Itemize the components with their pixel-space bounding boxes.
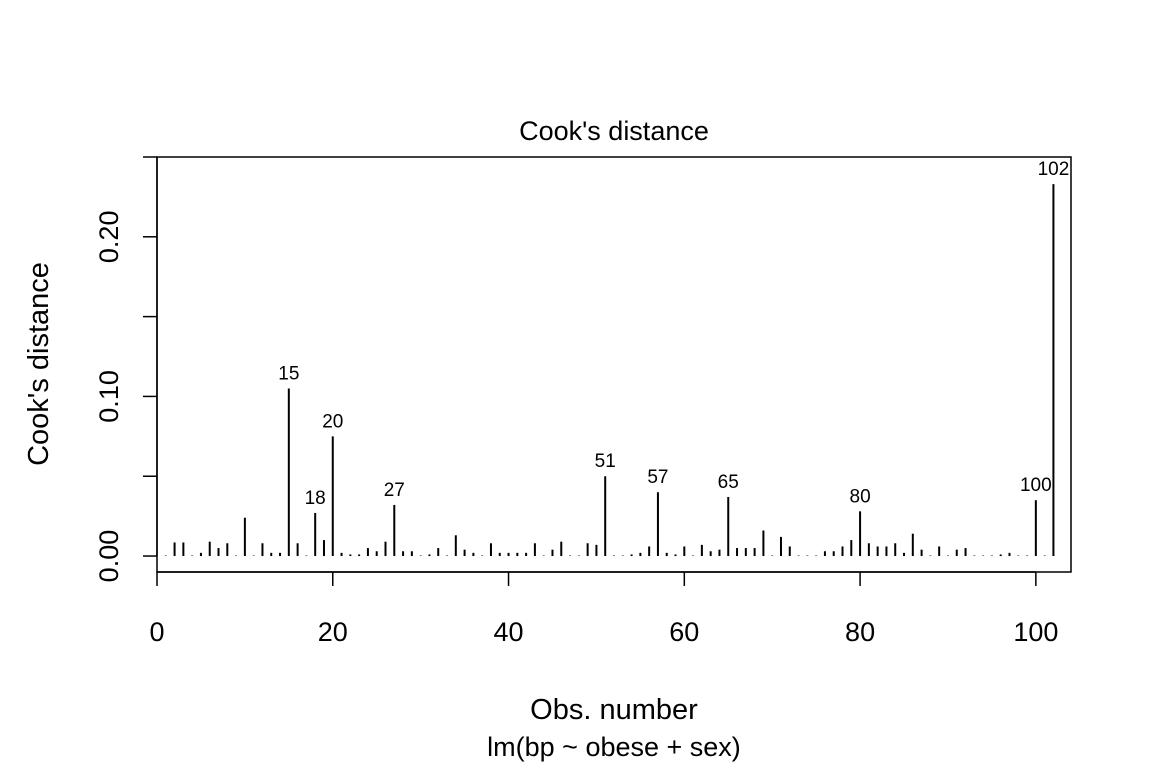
point-label: 18 <box>305 488 326 509</box>
cooks-distance-bars <box>164 184 1055 557</box>
chart-title: Cook's distance <box>519 116 709 146</box>
x-axis-title: Obs. number <box>530 694 698 726</box>
point-label: 20 <box>322 411 343 432</box>
y-axis: 0.00 0.10 0.20 <box>94 156 158 583</box>
point-label: 102 <box>1038 159 1070 180</box>
y-axis-title: Cook's distance <box>23 262 55 466</box>
y-tick-label: 0.00 <box>94 530 124 583</box>
point-label: 27 <box>384 480 405 501</box>
influential-point-labels: 15 18 20 27 51 57 65 80 100 102 <box>278 159 1069 509</box>
x-axis: 0 20 40 60 80 100 <box>149 571 1058 647</box>
point-label: 51 <box>595 451 616 472</box>
y-tick-label: 0.10 <box>94 370 124 423</box>
x-tick-label: 60 <box>669 617 699 647</box>
x-tick-label: 0 <box>149 617 164 647</box>
x-tick-label: 80 <box>845 617 875 647</box>
point-label: 57 <box>647 467 668 488</box>
point-label: 100 <box>1020 475 1052 496</box>
y-tick-label: 0.20 <box>94 211 124 264</box>
point-label: 15 <box>278 363 299 384</box>
chart-subtitle: lm(bp ~ obese + sex) <box>487 732 741 762</box>
point-label: 80 <box>850 486 871 507</box>
x-tick-label: 100 <box>1013 617 1058 647</box>
point-label: 65 <box>718 472 739 493</box>
x-tick-label: 20 <box>318 617 348 647</box>
x-tick-label: 40 <box>494 617 524 647</box>
